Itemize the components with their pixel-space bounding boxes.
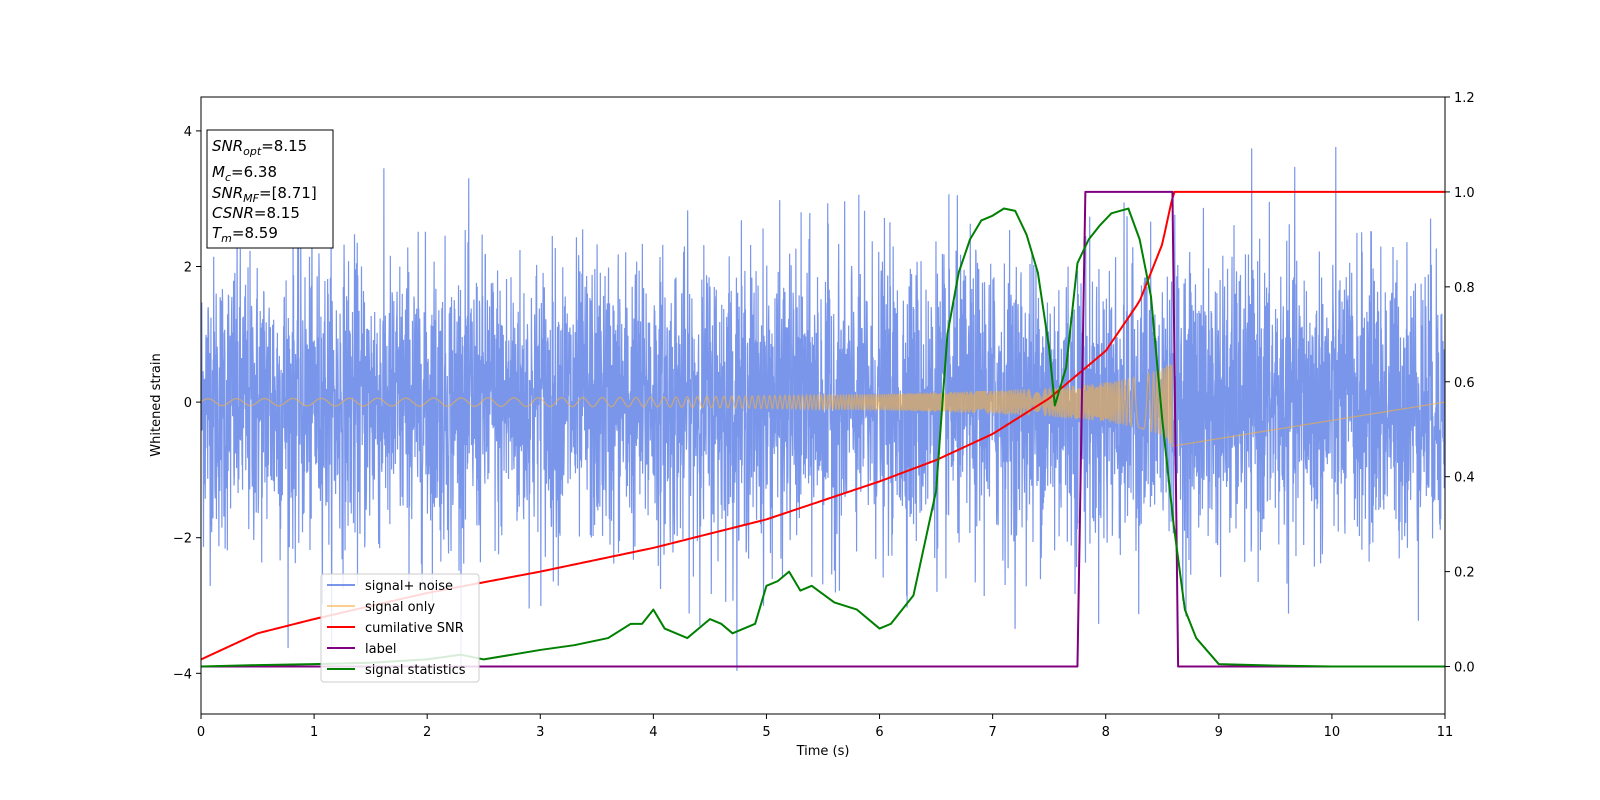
y-tick-label: 2	[184, 261, 192, 276]
series-signal-statistics	[201, 207, 1445, 668]
y2-tick-label: 0.2	[1454, 566, 1475, 581]
y-tick-label: −4	[173, 667, 192, 682]
x-tick-label: 7	[988, 725, 996, 740]
x-axis: 0 1 2 3 4 5 6 7 8 9 10 11	[197, 714, 1453, 740]
y2-tick-label: 0.4	[1454, 471, 1475, 486]
x-tick-label: 0	[197, 725, 205, 740]
x-tick-label: 1	[310, 725, 318, 740]
x-tick-label: 8	[1102, 725, 1110, 740]
x-tick-label: 6	[875, 725, 883, 740]
y-axis-right: 1.2 1.0 0.8 0.6 0.4 0.2 0.0	[1445, 91, 1475, 676]
annotation-line-snr-mf: SNRMF=[8.71]	[212, 184, 317, 205]
y-axis-left: 4 2 0 −2 −4	[173, 125, 201, 682]
legend: signal+ noise signal only cumilative SNR…	[320, 573, 480, 683]
x-tick-label: 9	[1215, 725, 1223, 740]
plot-frame	[200, 96, 1446, 715]
y-tick-label: 0	[184, 396, 192, 411]
annotation-box: SNRopt=8.15 Mc=6.38 SNRMF=[8.71] CSNR=8.…	[206, 129, 334, 249]
x-axis-label: Time (s)	[796, 744, 850, 759]
y-axis-label: Whitened strain	[149, 353, 164, 456]
y-tick-label: 4	[184, 125, 192, 140]
y2-tick-label: 1.0	[1454, 186, 1475, 201]
annotation-line-csnr: CSNR=8.15	[212, 204, 300, 222]
x-tick-label: 4	[649, 725, 657, 740]
legend-label-signal-noise: signal+ noise	[365, 579, 453, 594]
legend-frame	[320, 573, 480, 683]
legend-label-signal-statistics: signal statistics	[365, 663, 466, 678]
series-signal-only	[201, 364, 1445, 447]
x-tick-label: 3	[536, 725, 544, 740]
x-tick-label: 11	[1437, 725, 1454, 740]
x-tick-label: 5	[762, 725, 770, 740]
x-tick-label: 10	[1324, 725, 1341, 740]
x-tick-label: 2	[423, 725, 431, 740]
y2-tick-label: 0.6	[1454, 376, 1475, 391]
y2-tick-label: 0.8	[1454, 281, 1475, 296]
legend-label-label: label	[365, 642, 396, 657]
annotation-line-mc: Mc=6.38	[212, 163, 277, 184]
series-label	[201, 190, 1445, 668]
y2-tick-label: 0.0	[1454, 661, 1475, 676]
annotation-line-snr-opt: SNRopt=8.15	[212, 137, 307, 158]
y-tick-label: −2	[173, 532, 192, 547]
legend-label-cumulative-snr: cumilative SNR	[365, 621, 464, 636]
legend-label-signal-only: signal only	[365, 600, 435, 615]
annotation-line-tm: Tm=8.59	[212, 224, 278, 245]
y2-tick-label: 1.2	[1454, 91, 1475, 106]
